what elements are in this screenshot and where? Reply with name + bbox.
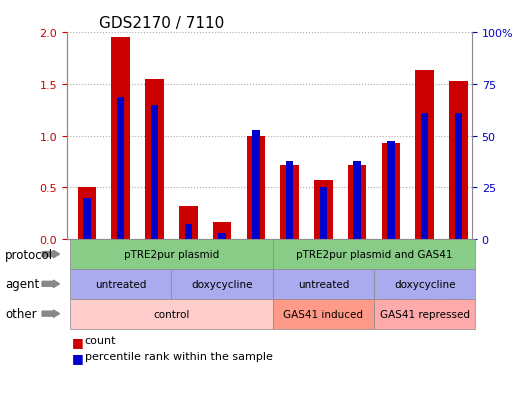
Text: doxycycline: doxycycline [394,279,456,289]
Bar [83,198,91,240]
Text: untreated: untreated [95,279,146,289]
Text: ■: ■ [72,351,84,364]
Bar [286,162,293,240]
Text: agent: agent [5,278,40,291]
Text: percentile rank within the sample: percentile rank within the sample [85,351,272,361]
Bar [213,222,231,240]
Bar [185,224,192,240]
Text: pTRE2pur plasmid and GAS41: pTRE2pur plasmid and GAS41 [296,249,452,259]
Bar [421,114,428,240]
Bar [455,114,462,240]
Text: count: count [85,335,116,345]
Bar [145,79,164,240]
Bar [117,98,125,240]
Bar [247,136,265,240]
Text: GDS2170 / 7110: GDS2170 / 7110 [99,16,224,31]
Text: control: control [153,309,190,319]
Bar [280,165,299,240]
Bar [314,181,332,240]
Bar [449,82,468,240]
Text: doxycycline: doxycycline [191,279,253,289]
Bar [387,142,394,240]
Text: other: other [5,307,37,320]
Bar [179,206,198,240]
Text: pTRE2pur plasmid: pTRE2pur plasmid [124,249,219,259]
Text: protocol: protocol [5,248,53,261]
Bar [111,38,130,240]
Bar [77,188,96,240]
Bar [416,71,434,240]
Text: GAS41 repressed: GAS41 repressed [380,309,470,319]
Bar [151,105,158,240]
Bar [382,143,400,240]
Bar [219,233,226,240]
Bar [252,131,260,240]
Text: ■: ■ [72,335,84,348]
Text: GAS41 induced: GAS41 induced [283,309,363,319]
Bar [348,165,366,240]
Bar [320,188,327,240]
Text: untreated: untreated [298,279,349,289]
Bar [353,162,361,240]
